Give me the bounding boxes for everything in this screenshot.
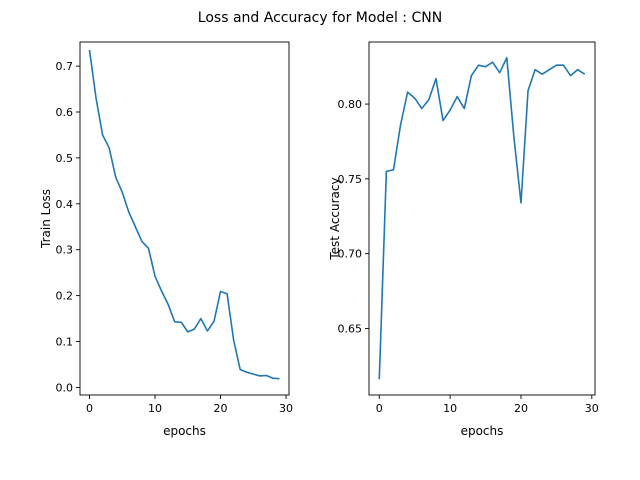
test-accuracy-axes-frame xyxy=(368,41,596,396)
train-loss-ticks: 0 10 20 30 0.0 0.1 0.2 0.3 0.4 0.5 0.6 0.7 xyxy=(56,60,294,415)
figure-title: Loss and Accuracy for Model : CNN xyxy=(198,10,442,26)
test-accuracy-subplot: 0 10 20 30 0.65 0.70 0.75 0.80 epochs Test Accu… xyxy=(328,41,599,438)
test-accuracy-y-tick-label: 0.70 xyxy=(338,248,363,261)
train-loss-y-tick-label: 0.4 xyxy=(56,198,74,211)
train-loss-subplot: 0 10 20 30 0.0 0.1 0.2 0.3 0.4 0.5 0.6 0.7 epochs T… xyxy=(39,41,294,438)
test-accuracy-x-tick-label: 0 xyxy=(376,402,383,415)
train-loss-y-tick-label: 0.6 xyxy=(56,106,74,119)
test-accuracy-x-tick-label: 20 xyxy=(514,402,528,415)
train-loss-x-tick-label: 30 xyxy=(279,402,293,415)
train-loss-y-tick-label: 0.0 xyxy=(56,381,74,394)
test-accuracy-ticks: 0 10 20 30 0.65 0.70 0.75 0.80 xyxy=(338,98,599,415)
test-accuracy-y-tick-label: 0.75 xyxy=(338,173,363,186)
test-accuracy-x-axis-label: epochs xyxy=(461,424,504,438)
train-loss-y-axis-label: Train Loss xyxy=(39,189,53,249)
train-loss-y-tick-label: 0.2 xyxy=(56,290,74,303)
test-accuracy-x-tick-label: 10 xyxy=(443,402,457,415)
train-loss-x-tick-label: 0 xyxy=(86,402,93,415)
test-accuracy-line xyxy=(378,56,586,380)
test-accuracy-x-tick-label: 30 xyxy=(585,402,599,415)
test-accuracy-y-axis-label: Test Accuracy xyxy=(328,177,342,260)
train-loss-x-axis-label: epochs xyxy=(163,424,206,438)
train-loss-y-tick-label: 0.5 xyxy=(56,152,74,165)
test-accuracy-y-tick-label: 0.65 xyxy=(338,322,363,335)
train-loss-x-tick-label: 20 xyxy=(214,402,228,415)
train-loss-line xyxy=(88,49,280,380)
train-loss-y-tick-label: 0.3 xyxy=(56,244,74,257)
train-loss-y-tick-label: 0.7 xyxy=(56,60,74,73)
train-loss-x-tick-label: 10 xyxy=(148,402,162,415)
train-loss-axes-frame xyxy=(79,41,290,396)
train-loss-y-tick-label: 0.1 xyxy=(56,336,74,349)
test-accuracy-y-tick-label: 0.80 xyxy=(338,98,363,111)
